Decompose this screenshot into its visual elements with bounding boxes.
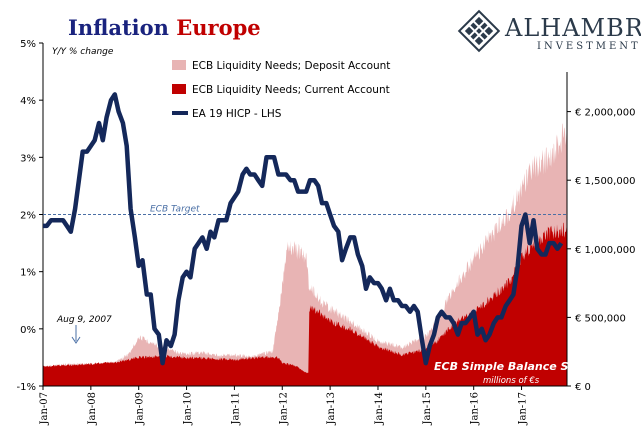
hicp-line [43,92,564,366]
alhambra-logo: ALHAMBRA INVESTMENTS [457,9,641,53]
x-tick-label: Jan-14 [374,392,385,426]
legend-swatch [172,60,186,70]
ecb-target-label: ECB Target [150,205,200,215]
reference-layer: ECB Target [43,205,567,215]
axes-layer: 5% 4% 3% 2% 1% 0% -1% € 2,000,000 € 1,500,000 € 1… [17,39,636,426]
aug-2007-annotation: Aug 9, 2007 [56,315,112,325]
right-tick-label: € 1,500,000 [575,176,635,187]
right-tick-label: € 1,000,000 [575,245,635,256]
title-part-europe: Europe [176,15,260,40]
x-tick-label: Jan-12 [278,392,289,426]
line-layer [43,92,564,366]
x-tick-label: Jan-09 [135,392,146,426]
logo-subtitle: INVESTMENTS [537,41,641,52]
left-tick-label: -1% [17,382,36,393]
legend-swatch [172,84,186,94]
title-part-inflation: Inflation [68,15,176,40]
label-layer: Y/Y % change Aug 9, 2007 ECB Simple Balanc… [52,47,597,386]
current-account-area [43,222,567,386]
x-tick-label: Jan-13 [326,392,337,426]
legend-label: ECB Liquidity Needs; Deposit Account [192,60,390,72]
x-tick-label: Jan-16 [470,392,481,426]
logo-name: ALHAMBRA [504,14,641,42]
x-tick-label: Jan-08 [87,392,98,426]
x-tick-label: Jan-17 [518,392,529,426]
chart-title: Inflation Europe [68,15,261,40]
left-tick-label: 0% [20,325,36,336]
left-axis-label: Y/Y % change [52,47,114,57]
left-tick-label: 4% [20,96,36,107]
aug-2007-arrowhead-icon [71,336,81,344]
right-tick-label: € 0 [575,382,591,393]
units-annotation: millions of €s [483,376,540,386]
x-tick-label: Jan-07 [39,392,50,426]
left-tick-label: 1% [20,268,36,279]
lattice-logo-icon [457,9,501,53]
x-tick-label: Jan-10 [183,392,194,426]
x-tick-label: Jan-15 [422,392,433,426]
legend-label: ECB Liquidity Needs; Current Account [192,84,390,96]
left-tick-label: 5% [20,39,36,50]
right-tick-label: € 2,000,000 [575,108,635,119]
legend: ECB Liquidity Needs; Deposit Account ECB … [172,60,390,120]
area-layer [43,123,567,386]
right-tick-label: € 500,000 [575,313,626,324]
x-tick-label: Jan-11 [230,392,241,426]
balance-sheet-annotation: ECB Simple Balance Sheet [434,360,597,373]
left-tick-label: 3% [20,153,36,164]
left-tick-label: 2% [20,211,36,222]
legend-label: EA 19 HICP - LHS [192,108,282,120]
